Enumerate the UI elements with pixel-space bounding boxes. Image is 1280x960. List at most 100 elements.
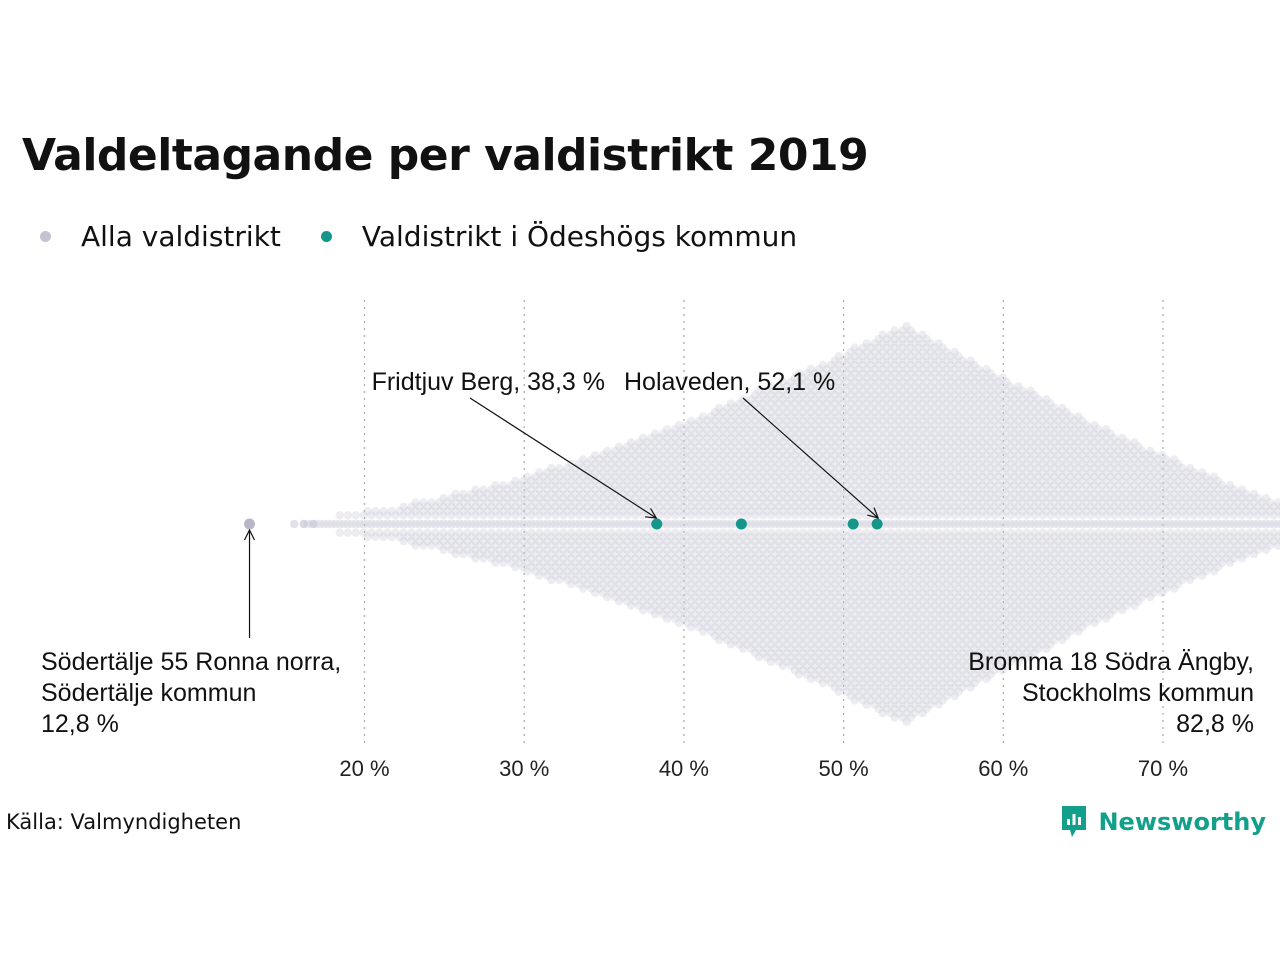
swarm-point [658,532,668,542]
swarm-point [842,386,851,395]
swarm-point [902,666,911,675]
swarm-point [810,420,820,430]
swarm-point [806,640,816,649]
swarm-point [399,528,408,537]
swarm-point [758,485,768,494]
swarm-point [662,528,672,537]
swarm-point [922,610,931,619]
swarm-point [930,343,939,352]
swarm-point [858,592,867,602]
swarm-point [670,588,680,597]
swarm-point [595,519,604,529]
swarm-point [686,442,696,451]
swarm-point [902,399,911,408]
swarm-point [638,580,648,589]
swarm-point [623,485,632,494]
swarm-point [563,532,572,542]
swarm-point [734,554,744,563]
swarm-point [567,528,576,537]
swarm-point [910,614,919,623]
swarm-point [694,442,704,451]
swarm-point [850,635,859,645]
swarm-point [754,446,764,456]
swarm-point [527,485,536,494]
swarm-point [654,537,664,546]
swarm-point [630,502,640,511]
swarm-point [922,506,931,516]
swarm-point [583,554,592,563]
swarm-point [607,476,616,486]
swarm-point [543,511,552,520]
swarm-point [611,567,620,576]
swarm-point [762,472,772,481]
swarm-point [662,580,672,589]
swarm-point [798,476,808,486]
swarm-point [810,575,820,585]
swarm-point [619,463,628,473]
swarm-point [527,494,536,503]
swarm-point [878,554,887,563]
swarm-point [439,511,448,520]
swarm-point [854,459,863,468]
swarm-point [758,614,768,623]
swarm-point [519,537,528,546]
swarm-point [898,696,907,705]
swarm-point [898,463,907,473]
swarm-point [722,575,732,585]
swarm-point [902,356,911,365]
swarm-point [487,554,496,563]
swarm-point [646,588,656,597]
swarm-point [766,640,776,649]
swarm-point [826,481,836,490]
swarm-point [870,468,879,477]
swarm-point [834,377,844,387]
swarm-point [746,403,756,413]
swarm-point [786,661,796,671]
swarm-point [734,425,744,434]
swarm-point [638,562,648,572]
swarm-point [830,571,840,580]
swarm-point [914,696,923,705]
swarm-point [499,541,508,550]
swarm-point [646,597,656,606]
swarm-point [914,687,923,696]
swarm-point [682,472,692,481]
swarm-point [507,558,516,567]
swarm-point [894,623,903,632]
swarm-point [834,644,844,653]
swarm-point [710,571,720,580]
swarm-point [587,584,596,593]
swarm-point [754,481,764,490]
swarm-point [754,498,764,507]
swarm-point [918,674,927,683]
swarm-point [858,446,867,456]
swarm-point [503,511,512,520]
swarm-point [834,360,844,370]
swarm-point [834,506,844,516]
swarm-point [746,498,756,507]
swarm-point [451,549,460,559]
swarm-point [523,558,532,567]
swarm-point [886,545,895,554]
swarm-point [734,442,744,451]
swarm-point [886,700,895,709]
swarm-point [838,597,848,606]
swarm-point [790,408,800,417]
swarm-point [686,485,696,494]
swarm-point [902,425,911,434]
swarm-point [882,343,891,352]
swarm-point [834,519,844,529]
swarm-point [770,653,780,662]
swarm-point [866,463,875,473]
swarm-point [894,537,903,546]
swarm-point [583,528,592,537]
swarm-point [922,592,931,602]
swarm-point [878,674,887,683]
swarm-point [838,425,848,434]
swarm-point [642,532,652,542]
swarm-point [738,489,748,499]
swarm-point [750,623,760,632]
swarm-point [822,554,832,563]
swarm-point [698,446,708,456]
swarm-point [726,545,736,554]
